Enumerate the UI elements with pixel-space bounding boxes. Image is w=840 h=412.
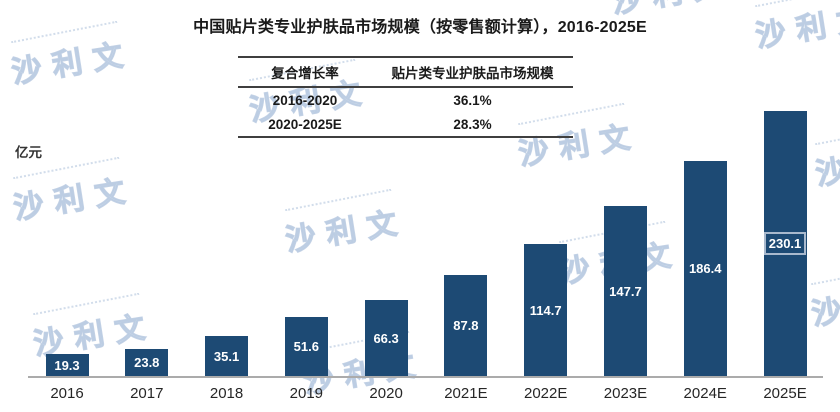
bar-2022E: 114.7 bbox=[524, 244, 568, 376]
x-axis-label-2021E: 2021E bbox=[444, 385, 488, 402]
bar-2017: 23.8 bbox=[125, 349, 169, 376]
y-axis-unit-label: 亿元 bbox=[15, 145, 42, 160]
cagr-table-header-row: 复合增长率 贴片类专业护肤品市场规模 bbox=[238, 58, 573, 88]
bar-2019: 51.6 bbox=[284, 317, 328, 376]
bar-value-label-2017: 23.8 bbox=[134, 355, 160, 370]
cagr-value: 36.1% bbox=[453, 92, 492, 108]
plot-area: 19.3 2016 23.8 2017 35.1 2018 51.6 2019 66.3 2020… bbox=[28, 106, 823, 402]
cagr-table-row-2020-2025E: 2020-2025E 28.3% bbox=[238, 112, 573, 136]
bar-value-label-2019: 51.6 bbox=[293, 339, 319, 354]
cagr-table-header-market: 贴片类专业护肤品市场规模 bbox=[391, 66, 554, 81]
bar-value-label-2023E: 147.7 bbox=[609, 283, 642, 299]
bar-2016: 19.3 bbox=[45, 354, 89, 376]
bar-2021E: 87.8 bbox=[444, 275, 488, 376]
bar-value-label-2020: 66.3 bbox=[373, 330, 399, 346]
x-axis-label-2022E: 2022E bbox=[523, 385, 568, 402]
bar-value-label-2018: 35.1 bbox=[213, 348, 240, 364]
x-axis-label-2018: 2018 bbox=[209, 385, 244, 402]
watermark: 沙利文 bbox=[8, 29, 137, 92]
cagr-table-row-2016-2020: 2016-2020 36.1% bbox=[238, 88, 573, 112]
bar-value-label-2024E: 186.4 bbox=[688, 261, 722, 276]
bar-value-label-2022E: 114.7 bbox=[529, 302, 562, 318]
bar-value-label-2016: 19.3 bbox=[54, 357, 80, 373]
cagr-period: 2020-2025E bbox=[268, 116, 342, 132]
cagr-table: 复合增长率 贴片类专业护肤品市场规模 2016-2020 36.1% 2020-… bbox=[238, 56, 573, 138]
x-axis-label-2019: 2019 bbox=[289, 385, 324, 402]
cagr-value: 28.3% bbox=[453, 116, 492, 132]
bar-value-label-2025E: 230.1 bbox=[763, 232, 807, 255]
x-axis-label-2016: 2016 bbox=[50, 385, 84, 402]
bar-2020: 66.3 bbox=[364, 300, 408, 376]
bar-2025E: 230.1 bbox=[763, 111, 807, 376]
cagr-table-header-metric: 复合增长率 bbox=[271, 66, 339, 81]
bar-2024E: 186.4 bbox=[683, 161, 727, 376]
x-axis-label-2025E: 2025E bbox=[763, 385, 807, 402]
bar-2018: 35.1 bbox=[205, 336, 249, 376]
bar-2023E: 147.7 bbox=[603, 206, 647, 376]
chart-title: 中国贴片类专业护肤品市场规模（按零售额计算），2016-2025E bbox=[193, 19, 647, 36]
bar-value-label-2021E: 87.8 bbox=[453, 318, 479, 333]
x-axis-label-2017: 2017 bbox=[130, 385, 164, 402]
x-axis-label-2023E: 2023E bbox=[603, 385, 648, 402]
x-axis-label-2020: 2020 bbox=[369, 385, 403, 402]
cagr-period: 2016-2020 bbox=[272, 92, 338, 108]
x-axis-label-2024E: 2024E bbox=[683, 385, 727, 402]
